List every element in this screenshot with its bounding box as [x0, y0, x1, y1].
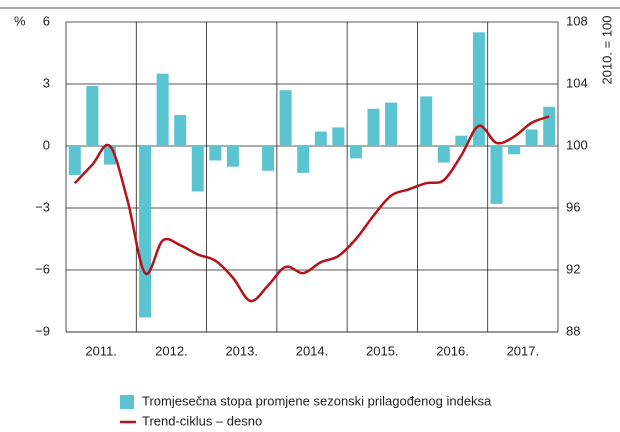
x-tick-label: 2015.	[366, 343, 399, 358]
legend-label: Tromjesečna stopa promjene sezonski pril…	[142, 393, 492, 408]
y-tick-label: 0	[43, 137, 50, 152]
x-tick-label: 2012.	[155, 343, 188, 358]
bar	[543, 106, 556, 146]
bar	[349, 146, 362, 159]
x-tick-label: 2013.	[225, 343, 258, 358]
x-tick-label: 2016.	[436, 343, 469, 358]
bar	[86, 86, 99, 146]
y-tick-label: −9	[35, 323, 50, 338]
bar	[490, 146, 503, 204]
bar	[279, 90, 292, 146]
bar	[508, 146, 521, 155]
y-tick-label: −3	[35, 199, 50, 214]
y2-tick-label: 108	[566, 13, 588, 28]
y2-axis-label: 2010. = 100	[599, 15, 614, 84]
bar	[472, 32, 485, 147]
bar	[332, 127, 345, 146]
bar	[156, 73, 169, 146]
bar	[420, 96, 433, 146]
bar	[226, 146, 239, 167]
y-tick-label: 3	[43, 75, 50, 90]
bar	[68, 146, 81, 175]
y2-tick-label: 100	[566, 137, 588, 152]
bar	[455, 135, 468, 146]
bar	[297, 146, 310, 173]
y2-tick-label: 88	[566, 323, 580, 338]
bar	[437, 146, 450, 163]
y2-tick-label: 92	[566, 261, 580, 276]
y-tick-label: 6	[43, 13, 50, 28]
bar	[139, 146, 152, 318]
bar	[385, 102, 398, 146]
bar	[209, 146, 222, 161]
trend-line	[73, 115, 550, 303]
bar	[191, 146, 204, 192]
x-tick-label: 2014.	[296, 343, 329, 358]
bar	[367, 108, 380, 146]
bar	[525, 129, 538, 146]
x-tick-label: 2011.	[85, 343, 117, 358]
y-tick-label: −6	[35, 261, 50, 276]
legend-label: Trend-ciklus – desno	[142, 413, 262, 428]
bar	[262, 146, 275, 171]
legend-swatch	[120, 395, 134, 409]
y2-tick-label: 104	[566, 75, 588, 90]
y2-tick-label: 96	[566, 199, 580, 214]
x-tick-label: 2017.	[507, 343, 540, 358]
y-axis-label: %	[14, 13, 26, 28]
bar	[314, 131, 327, 146]
bar	[174, 115, 187, 146]
